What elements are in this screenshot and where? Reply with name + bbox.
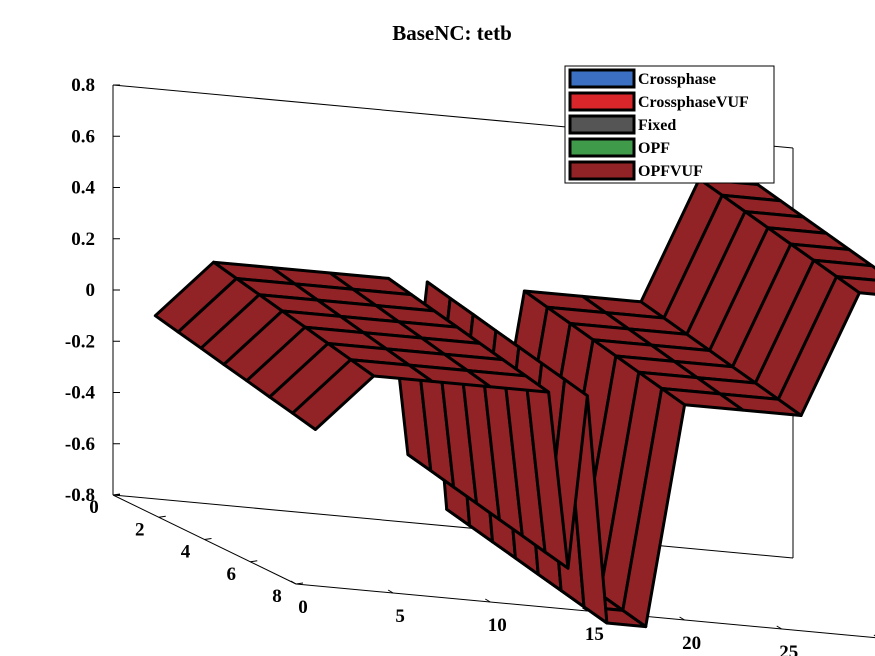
z-tick-label: 0.4 <box>71 178 95 199</box>
x-tick-label: 5 <box>395 606 405 627</box>
y-tick-mark <box>112 493 121 496</box>
legend-swatch <box>568 68 636 89</box>
legend-swatch <box>568 137 636 158</box>
z-tick-label: 0.8 <box>71 75 95 96</box>
legend-swatch <box>568 91 636 112</box>
z-tick-label: -0.6 <box>65 434 95 455</box>
y-tick-label: 0 <box>89 497 99 518</box>
legend-swatch <box>568 160 636 181</box>
x-tick-mark <box>776 625 782 630</box>
surface <box>153 177 875 629</box>
y-axis-ticks: 0 2 4 6 8 <box>89 493 304 607</box>
z-tick-label: 0 <box>86 280 96 301</box>
legend-label: Crossphase <box>638 71 716 88</box>
x-tick-mark <box>679 616 685 621</box>
z-tick-label: 0.2 <box>71 229 95 250</box>
y-tick-mark <box>158 515 166 518</box>
x-tick-label: 0 <box>298 597 308 618</box>
y-tick-label: 2 <box>135 519 145 540</box>
x-tick-mark <box>387 589 394 594</box>
surface-patch <box>291 358 376 431</box>
y-tick-mark <box>250 560 258 563</box>
legend-label: Fixed <box>638 117 676 134</box>
axis-line <box>112 494 794 559</box>
chart-title: BaseNC: tetb <box>392 21 512 45</box>
x-tick-label: 15 <box>585 624 604 645</box>
legend-label: OPF <box>638 140 670 157</box>
z-tick-label: -0.8 <box>65 485 95 506</box>
x-tick-mark <box>582 607 588 612</box>
y-tick-label: 6 <box>227 564 237 585</box>
x-tick-label: 25 <box>779 642 798 656</box>
z-tick-label: -0.4 <box>65 383 96 404</box>
legend-label: CrossphaseVUF <box>638 94 749 111</box>
x-tick-mark <box>290 580 297 585</box>
x-tick-label: 20 <box>682 633 701 654</box>
legend-swatch <box>568 114 636 135</box>
z-tick-label: 0.6 <box>71 126 95 147</box>
z-tick-label: -0.2 <box>65 331 95 352</box>
x-axis-ticks: 05101520253035 <box>290 580 875 656</box>
x-tick-mark <box>485 598 491 603</box>
y-tick-label: 8 <box>272 586 282 607</box>
legend: Crossphase CrossphaseVUF Fixed OPF OPFVUF <box>564 65 775 184</box>
y-tick-mark <box>204 538 212 540</box>
y-tick-mark <box>295 582 304 585</box>
x-tick-label: 10 <box>488 615 507 636</box>
y-tick-label: 4 <box>181 542 191 563</box>
z-axis-ticks: 0.8 0.6 0.4 0.2 0 -0.2 -0.4 -0.6 -0.8 <box>65 75 120 506</box>
legend-label: OPFVUF <box>638 163 703 180</box>
